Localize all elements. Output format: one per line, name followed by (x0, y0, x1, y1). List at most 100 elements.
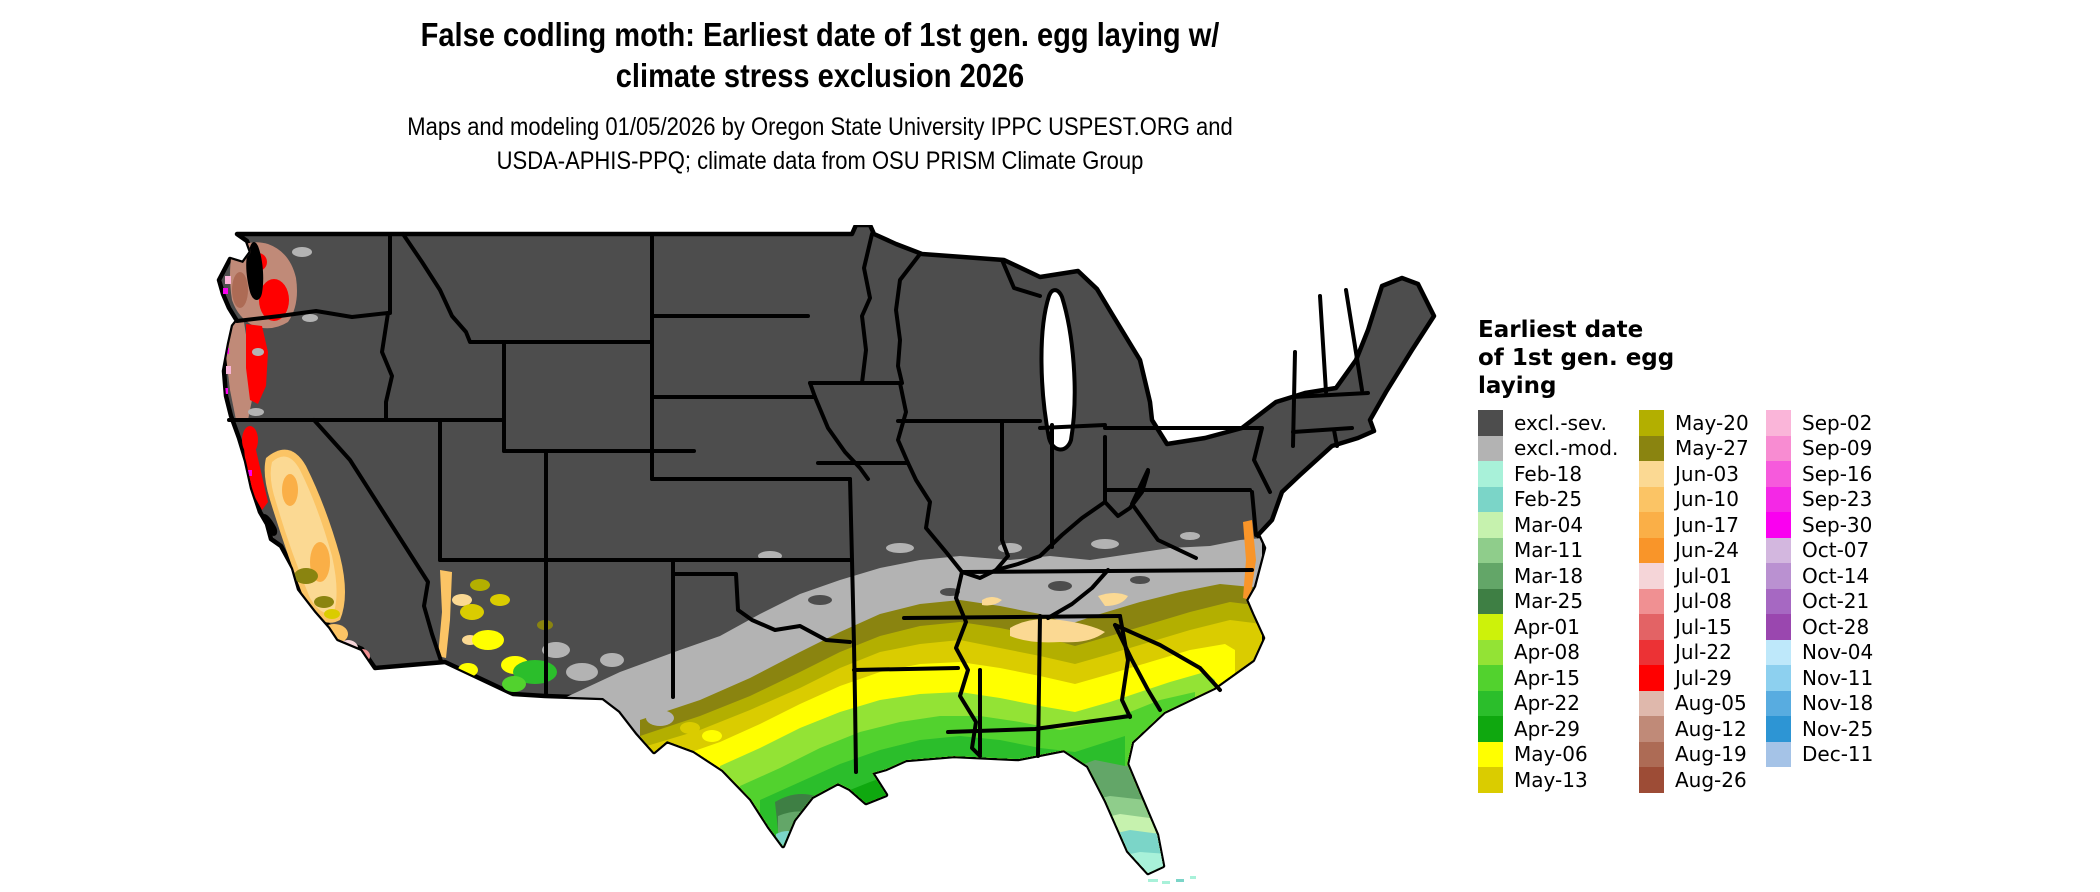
legend-entry: May-13 (1478, 767, 1639, 793)
legend-title: Earliest date of 1st gen. egg laying (1478, 316, 1958, 400)
legend-color-swatch (1478, 665, 1503, 691)
legend-color-swatch (1766, 563, 1791, 589)
legend-entry: Sep-30 (1766, 512, 1886, 538)
legend-color-swatch (1639, 537, 1664, 563)
legend-color-swatch (1766, 614, 1791, 640)
legend-entry: Nov-11 (1766, 665, 1886, 691)
legend-entry-label: Sep-02 (1802, 410, 1873, 435)
legend-color-swatch (1478, 690, 1503, 716)
legend-entry-label: Jun-03 (1675, 461, 1739, 486)
map-inland-water (246, 241, 278, 536)
map-florida-gradient (1062, 760, 1175, 873)
legend-title-line-3: laying (1478, 373, 1557, 399)
legend-entry-label: Sep-16 (1802, 461, 1873, 486)
legend-entry: Oct-21 (1766, 588, 1886, 614)
legend-entry-label: Jul-01 (1675, 563, 1732, 588)
legend-color-swatch (1478, 588, 1503, 614)
map-great-lakes (1039, 288, 1077, 452)
legend-entry-label: Jul-08 (1675, 589, 1732, 614)
legend-entry-label: Jun-17 (1675, 512, 1739, 537)
legend-entry-label: Mar-25 (1514, 589, 1584, 614)
legend-color-swatch (1766, 435, 1791, 461)
legend-color-swatch (1478, 461, 1503, 487)
legend-title-line-2: of 1st gen. egg (1478, 345, 1675, 371)
legend-entry: excl.-mod. (1478, 435, 1639, 461)
legend-entry-label: Oct-14 (1802, 563, 1870, 588)
legend-color-swatch (1639, 767, 1664, 793)
legend-entry-label: Feb-18 (1514, 461, 1583, 486)
legend-entry-label: Jun-10 (1675, 487, 1739, 512)
map-florida-keys (1148, 876, 1196, 884)
legend-color-swatch (1478, 741, 1503, 767)
legend-entry-label: Mar-11 (1514, 538, 1584, 563)
legend-entry-label: Apr-29 (1514, 716, 1580, 741)
us-choropleth-map (216, 225, 1437, 884)
legend-entry: Oct-07 (1766, 537, 1886, 563)
legend-color-swatch (1639, 486, 1664, 512)
legend-color-swatch (1639, 461, 1664, 487)
legend-entry: Nov-18 (1766, 690, 1886, 716)
legend-entry: Jul-22 (1639, 639, 1766, 665)
legend-entry: Jul-08 (1639, 588, 1766, 614)
legend-entry-label: Mar-04 (1514, 512, 1584, 537)
legend-entry-label: Dec-11 (1802, 742, 1874, 767)
title-line-2: climate stress exclusion 2026 (615, 57, 1025, 94)
legend-entry: Feb-18 (1478, 461, 1639, 487)
legend-color-swatch (1639, 716, 1664, 742)
legend-color-swatch (1478, 486, 1503, 512)
legend-color-swatch (1766, 588, 1791, 614)
legend-color-swatch (1639, 690, 1664, 716)
legend-entry-label: Nov-25 (1802, 716, 1874, 741)
legend-columns: excl.-sev. excl.-mod. Feb-18 Feb-25 Mar-… (1478, 410, 1958, 793)
legend-entry: Jul-15 (1639, 614, 1766, 640)
legend-entry: Apr-01 (1478, 614, 1639, 640)
legend-entry: excl.-sev. (1478, 410, 1639, 436)
lake-michigan (1039, 288, 1077, 452)
legend-entry-label: Apr-08 (1514, 640, 1580, 665)
legend-entry-label: May-27 (1675, 436, 1749, 461)
legend-entry: Mar-04 (1478, 512, 1639, 538)
legend-entry-label: Sep-09 (1802, 436, 1873, 461)
legend-color-swatch (1766, 690, 1791, 716)
legend-color-swatch (1766, 639, 1791, 665)
legend-entry-label: Jul-15 (1675, 614, 1732, 639)
map-texas-tip (775, 794, 829, 850)
legend-entry: Nov-04 (1766, 639, 1886, 665)
legend-color-swatch (1766, 461, 1791, 487)
legend-entry-label: excl.-mod. (1514, 436, 1619, 461)
legend-entry: Apr-08 (1478, 639, 1639, 665)
legend-color-swatch (1639, 639, 1664, 665)
legend-entry: Oct-28 (1766, 614, 1886, 640)
legend-entry-label: excl.-sev. (1514, 410, 1607, 435)
legend-entry: Aug-26 (1639, 767, 1766, 793)
legend-entry-label: Jun-24 (1675, 538, 1739, 563)
legend-title-line-1: Earliest date (1478, 317, 1644, 343)
legend-entry: Aug-05 (1639, 690, 1766, 716)
legend-color-swatch (1639, 741, 1664, 767)
legend-entry-label: Nov-04 (1802, 640, 1874, 665)
legend-entry-label: Sep-30 (1802, 512, 1873, 537)
legend-entry: Jun-10 (1639, 486, 1766, 512)
legend-entry-label: Apr-15 (1514, 665, 1580, 690)
legend-color-swatch (1639, 435, 1664, 461)
legend-color-swatch (1639, 512, 1664, 538)
legend-entry: Mar-11 (1478, 537, 1639, 563)
legend-entry: Feb-25 (1478, 486, 1639, 512)
title-line-1: False codling moth: Earliest date of 1st… (420, 16, 1220, 53)
legend-entry-label: Jul-22 (1675, 640, 1732, 665)
legend-color-swatch (1478, 410, 1503, 436)
page-subtitle: Maps and modeling 01/05/2026 by Oregon S… (248, 110, 1392, 178)
legend-color-swatch (1478, 639, 1503, 665)
legend-entry-label: Oct-28 (1802, 614, 1870, 639)
legend-entry-label: Aug-05 (1675, 691, 1747, 716)
legend-color-swatch (1478, 716, 1503, 742)
legend-entry-label: Aug-26 (1675, 767, 1747, 792)
legend-entry-label: Nov-11 (1802, 665, 1874, 690)
legend-entry: Jun-03 (1639, 461, 1766, 487)
legend-color-swatch (1766, 410, 1791, 436)
legend-entry: Sep-02 (1766, 410, 1886, 436)
subtitle-line-1: Maps and modeling 01/05/2026 by Oregon S… (407, 113, 1233, 141)
legend-entry-label: Mar-18 (1514, 563, 1584, 588)
legend-entry: Dec-11 (1766, 741, 1886, 767)
legend-entry: Aug-12 (1639, 716, 1766, 742)
